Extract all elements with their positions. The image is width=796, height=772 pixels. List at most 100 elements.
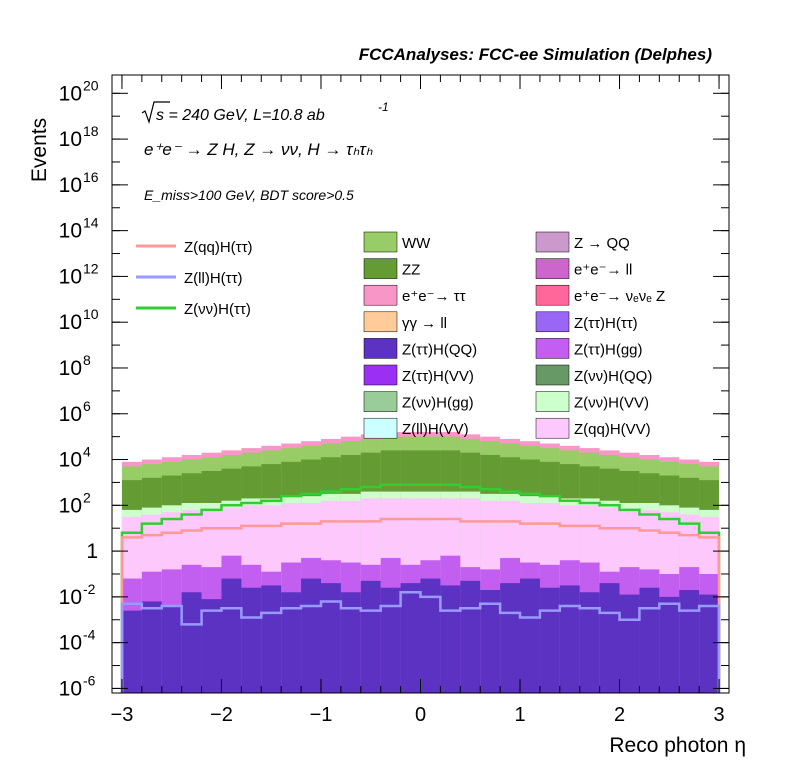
x-tick-label: 1 [514, 704, 525, 726]
y-tick-label: 10 [59, 494, 82, 517]
process-annotation: e⁺e⁻ → Z H, Z → νν, H → τₕτₕ [144, 140, 373, 159]
legend-label: Z(νν)H(QQ) [574, 368, 652, 385]
legend-label: e⁺e⁻→ νₑνₑ Z [574, 288, 665, 305]
legend-swatch [535, 364, 570, 386]
legend-label: Z(ττ)H(QQ) [402, 341, 477, 358]
legend-label: Z(ll)H(ττ) [184, 270, 243, 287]
y-tick-exponent: 4 [83, 444, 91, 460]
stack-bar [500, 583, 521, 693]
lumi-exponent: -1 [378, 100, 389, 114]
stack-bar [301, 578, 321, 693]
legend-swatch [363, 417, 398, 439]
legend-label: Z(νν)H(ττ) [184, 301, 251, 318]
x-tick-label: 3 [713, 704, 724, 726]
stack-bar [679, 590, 700, 693]
y-tick-label: 10 [59, 449, 82, 472]
y-tick-label: 10 [59, 403, 82, 426]
x-tick-label: 0 [415, 704, 426, 726]
legend-swatch [535, 284, 570, 306]
stack-bar [320, 583, 341, 693]
stack-bar [221, 578, 242, 693]
stack-bar [520, 578, 540, 693]
legend-label: Z → QQ [574, 235, 630, 252]
legend-swatch [535, 391, 570, 412]
legend-label: Z(qq)H(VV) [574, 421, 651, 438]
stack-bar [480, 590, 501, 693]
legend-label: WW [402, 235, 431, 252]
legend-swatch [363, 391, 398, 412]
legend-swatch [535, 231, 570, 253]
stack-bar [619, 594, 640, 693]
sqrt-symbol [141, 101, 170, 125]
y-tick-exponent: 12 [83, 260, 99, 276]
stack-bar [639, 587, 660, 693]
stack-bar [360, 580, 381, 693]
legend-swatch [535, 311, 570, 333]
y-axis-label: Events [28, 118, 51, 182]
legend-label: ZZ [402, 262, 420, 279]
y-tick-exponent: 14 [83, 215, 99, 231]
stack-bar [241, 587, 262, 693]
legend-swatch [363, 364, 398, 386]
y-tick-exponent: 10 [83, 306, 99, 322]
stack-bar [699, 594, 720, 693]
stack-bar [201, 599, 222, 693]
stack-bar [460, 580, 481, 693]
legend-swatch [535, 338, 570, 359]
selection-annotation: E_miss>100 GeV, BDT score>0.5 [144, 187, 354, 203]
stack-bar [161, 606, 182, 693]
stack-bar [141, 601, 162, 693]
y-tick-exponent: 20 [83, 77, 99, 93]
y-tick-label: 10 [59, 357, 82, 380]
x-tick-label: −3 [111, 704, 134, 726]
legend-swatch [363, 284, 398, 306]
legend-label: Z(ττ)H(ττ) [574, 315, 638, 332]
signal-line [120, 483, 721, 693]
sqrt-s-annotation: s = 240 GeV, L=10.8 ab [156, 107, 325, 124]
y-tick-exponent: 2 [83, 489, 91, 505]
legend-label: Z(qq)H(ττ) [184, 239, 253, 256]
y-tick-exponent: -2 [83, 581, 96, 597]
stack-bar [420, 578, 441, 693]
legend-label: Z(ττ)H(gg) [574, 341, 643, 358]
y-tick-label: 10 [59, 128, 82, 151]
stacked-histograms [121, 432, 720, 693]
y-tick-label: 10 [59, 586, 82, 609]
stack-bar [181, 592, 202, 693]
stack-bar [400, 583, 421, 693]
x-axis-label: Reco photon η [609, 734, 746, 757]
y-tick-exponent: -4 [83, 627, 96, 643]
stack-bar [659, 596, 680, 693]
y-tick-exponent: 8 [83, 352, 91, 368]
y-tick-label: 10 [59, 632, 82, 655]
stack-bar [599, 583, 620, 693]
y-tick-label: 10 [59, 311, 82, 334]
stack-bar [579, 592, 600, 693]
legend-swatch [363, 338, 398, 359]
x-tick-label: −1 [310, 704, 333, 726]
y-tick-label: 10 [59, 265, 82, 288]
stack-bar [340, 592, 361, 693]
legend-label: Z(ll)H(VV) [402, 421, 469, 438]
chart-title: FCCAnalyses: FCC-ee Simulation (Delphes) [359, 45, 713, 64]
y-tick-exponent: -6 [83, 672, 96, 688]
signal-line [120, 517, 721, 693]
signal-lines [120, 483, 721, 693]
legend-label: γγ → ll [402, 315, 447, 332]
y-tick-label: 1 [86, 540, 98, 563]
stack-bar [281, 592, 302, 693]
stack-bar [121, 610, 142, 693]
x-tick-label: −2 [210, 704, 233, 726]
legend-swatch [535, 258, 570, 279]
stack-bar [261, 585, 282, 693]
stack-bar [539, 587, 560, 693]
stack-bar [440, 585, 461, 693]
legend-label: Z(νν)H(gg) [402, 395, 474, 412]
y-tick-label: 10 [59, 82, 82, 105]
legend-swatch [363, 231, 398, 253]
x-tick-label: 2 [614, 704, 625, 726]
y-tick-exponent: 6 [83, 398, 91, 414]
legend-swatch [363, 311, 398, 333]
